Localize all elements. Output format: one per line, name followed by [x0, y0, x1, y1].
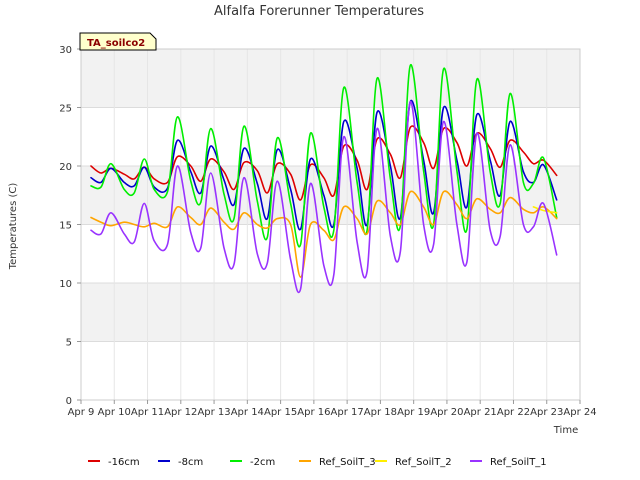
x-tick-label: Apr 12 [164, 407, 197, 418]
plot-band [81, 341, 580, 400]
series-layer [90, 64, 558, 293]
legend: -16cm -8cm -2cm Ref_SoilT_3 Ref_SoilT_2 Ref_S… [88, 457, 547, 468]
plot-band [81, 107, 580, 166]
x-tick-label: Apr 14 [231, 407, 264, 418]
x-tick-label: Apr 9 [68, 407, 95, 418]
badge-label: TA_soilco2 [87, 38, 145, 49]
x-tick-label: Apr 24 [563, 407, 596, 418]
legend-item: Ref_SoilT_1 [470, 457, 547, 468]
y-tick-label: 0 [66, 396, 72, 407]
x-tick-label: Apr 10 [98, 407, 131, 418]
x-tick-label: Apr 13 [197, 407, 230, 418]
legend-item: -16cm [88, 457, 140, 468]
legend-label: -16cm [108, 457, 140, 468]
y-tick-label: 10 [59, 279, 72, 290]
legend-label: -2cm [250, 457, 275, 468]
y-tick-label: 15 [59, 221, 72, 232]
legend-item: Ref_SoilT_3 [299, 457, 376, 468]
plot-band [81, 283, 580, 342]
series-line-ref-soilt-3 [90, 190, 558, 278]
y-tick-label: 30 [59, 45, 72, 56]
x-axis-title: Time [553, 425, 578, 436]
legend-label: Ref_SoilT_2 [395, 457, 452, 468]
plot-band [81, 49, 580, 108]
badge-box [79, 32, 157, 51]
x-tick-label: Apr 22 [497, 407, 530, 418]
y-tick-label: 25 [59, 104, 72, 115]
legend-item: -8cm [158, 457, 203, 468]
legend-item: Ref_SoilT_2 [375, 457, 452, 468]
x-tick-label: Apr 17 [331, 407, 364, 418]
legend-label: Ref_SoilT_1 [490, 457, 547, 468]
x-tick-label: Apr 20 [430, 407, 463, 418]
x-tick-label: Apr 23 [530, 407, 563, 418]
legend-item: -2cm [230, 457, 275, 468]
station-badge: TA_soilco2 [79, 32, 157, 51]
y-tick-labels: 0 5 10 15 20 25 30 [59, 45, 81, 407]
plot-area [81, 49, 580, 400]
x-tick-label: Apr 16 [297, 407, 330, 418]
x-tick-label: Apr 15 [264, 407, 297, 418]
legend-label: -8cm [178, 457, 203, 468]
y-tick-label: 20 [59, 162, 72, 173]
y-tick-label: 5 [66, 338, 72, 349]
series-line-ref-soilt-1 [90, 100, 558, 293]
x-tick-label: Apr 11 [131, 407, 164, 418]
x-tick-labels: Apr 9 Apr 10 Apr 11 Apr 12 Apr 13 Apr 14 Apr 1… [68, 400, 597, 418]
y-axis-title: Temperatures (C) [8, 183, 19, 271]
chart-title: Alfalfa Forerunner Temperatures [214, 4, 424, 19]
x-tick-label: Apr 19 [397, 407, 430, 418]
legend-label: Ref_SoilT_3 [319, 457, 376, 468]
series-line-ref-soilt-2 [532, 206, 558, 214]
plot-band [81, 224, 580, 283]
x-tick-label: Apr 18 [364, 407, 397, 418]
x-tick-label: Apr 21 [464, 407, 497, 418]
series-line-2cm [90, 64, 558, 248]
